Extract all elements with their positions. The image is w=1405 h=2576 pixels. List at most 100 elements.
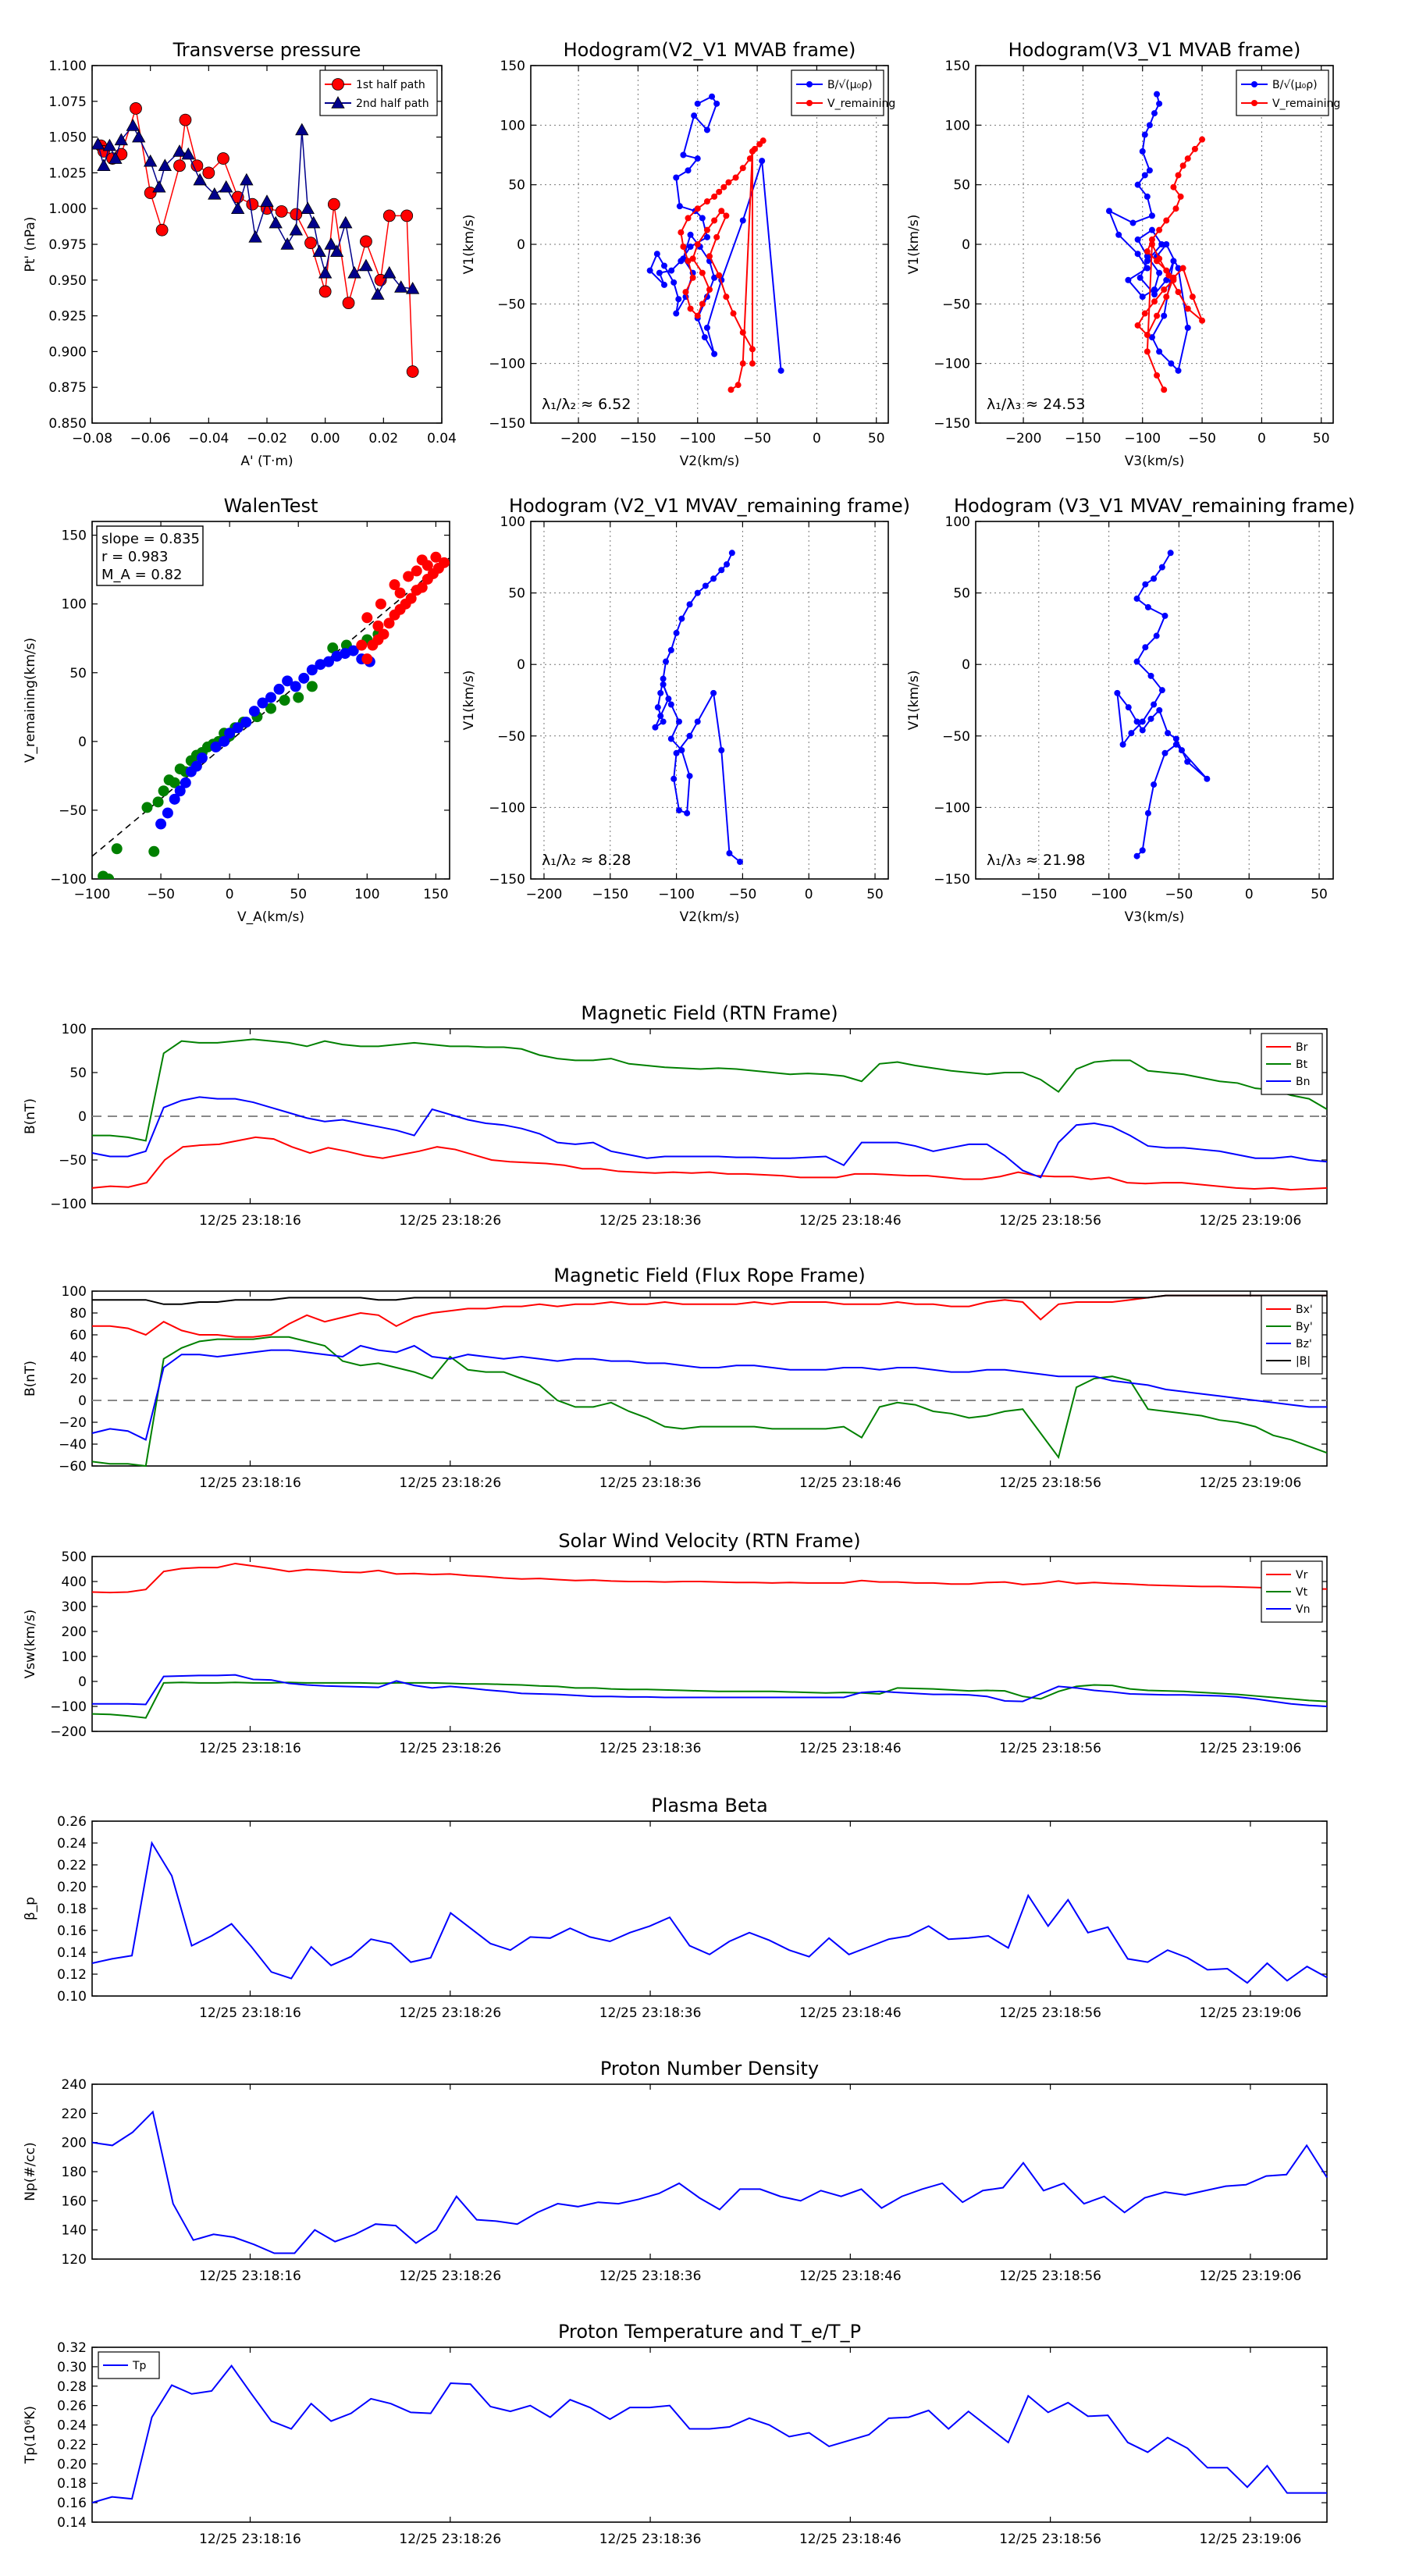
x-tick-label: −0.04 [188,431,229,447]
data-point [1175,289,1182,296]
x-tick-label: 12/25 23:19:06 [1200,2268,1302,2284]
x-tick-label: 12/25 23:18:36 [599,2268,702,2284]
data-point [1156,348,1163,355]
data-point [1151,298,1158,305]
legend-label: Tp [132,2360,147,2372]
y-tick-label: 240 [62,2077,87,2093]
y-tick-label: 0.22 [57,2437,87,2453]
data-point [158,158,173,172]
data-point [1151,701,1158,708]
data-point [158,785,169,797]
y-tick-label: 0 [962,657,970,673]
data-point [132,130,146,143]
data-point [713,233,720,240]
series-line-Br [91,1136,1328,1191]
data-point [699,301,706,308]
x-tick-label: −50 [743,431,771,447]
y-tick-label: −100 [50,872,87,888]
legend-box [1261,1033,1323,1095]
series-line-Vremaining [680,140,764,391]
data-point [710,575,717,582]
chart-title: Hodogram (V2_V1 MVAV_remaining frame) [509,495,910,517]
plot-frame [91,1820,1328,1997]
data-point [694,589,701,596]
y-axis-label: B(nT) [23,1098,38,1134]
x-tick-label: 12/25 23:18:26 [399,2532,501,2547]
data-point [400,209,414,222]
data-point [1170,258,1177,265]
legend-label: Vn [1296,1603,1310,1616]
data-point [246,197,259,211]
data-point [725,179,732,186]
data-point [675,718,682,725]
data-point [739,329,746,336]
x-tick-label: 12/25 23:18:56 [999,2005,1101,2021]
stat-slope: slope = 0.835 [101,531,200,547]
data-point [663,658,670,665]
data-point [726,850,733,857]
data-point [727,386,735,393]
legend-label: Bn [1296,1076,1310,1088]
data-point [1154,91,1161,98]
y-tick-label: 150 [62,528,87,544]
data-point [422,560,433,571]
data-point [327,642,339,654]
legend-label: Bt [1296,1059,1308,1071]
data-point [694,312,701,319]
y-tick-label: 1.000 [48,201,87,217]
x-tick-label: 12/25 23:19:06 [1200,2005,1302,2021]
data-point [656,269,663,276]
plot-area [92,102,420,378]
legend-marker [331,96,345,109]
data-point [667,701,674,708]
series-line-Tp [91,2364,1327,2504]
data-point [1142,644,1149,651]
data-point [684,809,691,817]
legend-label: Bx' [1296,1304,1313,1316]
x-tick-label: −100 [74,887,111,902]
series-line-Vt [91,1681,1328,1719]
x-tick-label: −100 [658,887,695,902]
plot-frame [91,2083,1328,2260]
data-point [646,267,653,274]
data-point [403,571,414,582]
series-line-Bx [92,1294,1327,1338]
y-axis-label: Np(#/cc) [23,2142,38,2201]
y-tick-label: 220 [62,2106,87,2122]
legend-label: Vr [1296,1569,1308,1582]
y-tick-label: −150 [489,872,525,888]
data-point [430,551,442,563]
y-tick-label: 100 [500,118,525,133]
data-point [718,208,725,215]
data-point [1156,269,1163,276]
data-point [307,215,321,229]
data-point [224,728,236,739]
data-point [359,258,373,272]
y-tick-label: −60 [59,1459,87,1475]
data-point [230,201,245,215]
data-point [97,158,111,172]
y-tick-label: 0.925 [48,309,87,325]
ratio-annotation: λ₁/λ₂ ≈ 6.52 [542,396,631,413]
y-tick-label: −50 [497,729,525,745]
chart-title: Hodogram(V3_V1 MVAB frame) [1008,39,1301,61]
y-tick-label: 0 [517,237,525,253]
data-point [394,587,406,599]
x-tick-label: 50 [1311,887,1328,902]
data-point [673,174,680,181]
chart-title: Transverse pressure [173,39,361,61]
data-point [1163,217,1170,224]
data-point [240,717,252,728]
data-point [1148,241,1155,247]
data-point [1172,741,1179,748]
y-tick-label: 60 [69,1328,87,1343]
data-point [248,230,262,243]
y-tick-label: 0.950 [48,273,87,289]
chart-tp: 0.14 0.16 0.18 0.20 0.22 0.24 0.26 0.28 0.30 0.32… [23,2321,1328,2547]
data-point [756,141,763,148]
data-point [673,629,680,636]
y-tick-label: −50 [942,729,970,745]
plot-frame [91,1556,1328,1732]
x-tick-label: 12/25 23:19:06 [1200,1475,1302,1491]
chart-title: WalenTest [224,495,318,517]
